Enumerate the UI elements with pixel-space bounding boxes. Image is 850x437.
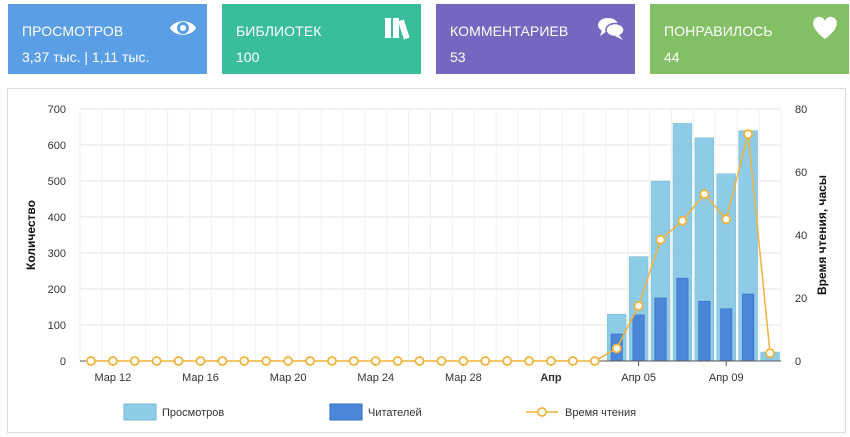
- readers-bar: [698, 300, 711, 362]
- readers-bar: [676, 277, 689, 362]
- reading-time-point: [458, 356, 469, 366]
- y-tick-label: 700: [48, 104, 66, 116]
- x-tick-label: Апр: [540, 372, 562, 384]
- reading-time-point: [305, 356, 315, 366]
- legend-reading-time-marker: [537, 407, 547, 417]
- reading-time-point: [633, 300, 644, 311]
- legend-views-swatch: [123, 403, 157, 421]
- x-tick-label: Апр 09: [709, 372, 744, 384]
- readers-bar: [654, 297, 667, 362]
- reading-time-point: [721, 214, 732, 225]
- y-tick-label: 0: [60, 356, 66, 368]
- likes-label: Понравилось: [664, 23, 773, 39]
- y-tick-label: 500: [48, 176, 66, 188]
- reading-time-point: [86, 356, 96, 366]
- y-tick-label: 600: [48, 140, 66, 152]
- reading-time-point: [611, 343, 622, 354]
- eye-icon: [170, 21, 196, 35]
- reading-time-point: [217, 356, 228, 366]
- legend-readers-swatch: [329, 403, 363, 421]
- x-tick-label: Мар 16: [182, 372, 219, 384]
- heart-icon: [813, 16, 837, 39]
- reading-time-point: [546, 356, 556, 366]
- reading-time-point: [370, 356, 381, 366]
- y-axis-label: Количество: [24, 200, 38, 270]
- likes-value: 44: [664, 49, 680, 65]
- libraries-label: Библиотек: [236, 23, 322, 39]
- reading-time-point: [699, 189, 710, 199]
- comments-label: Комментариев: [450, 23, 569, 39]
- x-tick-label: Мар 12: [94, 372, 131, 384]
- readers-bar: [720, 308, 733, 362]
- reading-time-point: [502, 356, 513, 366]
- reading-time-point: [283, 356, 294, 366]
- reading-time-point: [327, 356, 337, 366]
- y2-tick-label: 40: [795, 230, 807, 242]
- right-axis-ticks: 0 20 40 60 80: [795, 104, 807, 368]
- reading-time-point: [655, 234, 666, 245]
- y-tick-label: 300: [48, 248, 66, 260]
- reading-time-point: [348, 356, 359, 366]
- reading-time-point: [743, 129, 754, 140]
- reading-time-point: [129, 356, 140, 366]
- y2-tick-label: 20: [795, 293, 807, 305]
- libraries-value: 100: [236, 49, 260, 65]
- libraries-tile: Библиотек 100: [222, 4, 421, 74]
- readers-bar: [632, 314, 645, 362]
- reading-time-point: [261, 356, 272, 366]
- y-tick-label: 100: [48, 320, 66, 332]
- legend-reading-time-label: Время чтения: [565, 407, 636, 419]
- legend-views-label: Просмотров: [162, 407, 224, 419]
- x-tick-label: Апр 05: [621, 372, 656, 384]
- statistics-chart-panel: 0 100 200 300 400 500 600 700 0 20 40 60 80 Мар 12 М…: [7, 88, 846, 433]
- reading-time-point: [107, 356, 118, 366]
- chart-legend: Просмотров Читателей Время чтения: [123, 403, 636, 421]
- y2-tick-label: 80: [795, 104, 807, 116]
- reading-time-point: [480, 356, 491, 366]
- views-value: 3,37 тыс. | 1,11 тыс.: [22, 49, 150, 65]
- books-icon: [385, 18, 410, 40]
- reading-time-point: [589, 356, 600, 366]
- reading-time-point: [239, 356, 250, 366]
- y-tick-label: 400: [48, 212, 66, 224]
- reading-time-line: [86, 129, 775, 366]
- views-tile: Просмотров 3,37 тыс. | 1,11 тыс.: [8, 4, 207, 74]
- reading-time-point: [567, 356, 578, 366]
- reading-time-point: [151, 356, 162, 366]
- reading-time-point: [436, 356, 447, 366]
- reading-time-point: [765, 348, 775, 359]
- y2-tick-label: 0: [795, 356, 801, 368]
- x-tick-label: Мар 20: [270, 372, 307, 384]
- views-label: Просмотров: [22, 23, 124, 39]
- reading-time-point: [524, 356, 534, 366]
- reading-time-point: [173, 356, 184, 366]
- x-axis-ticks: Мар 12 Мар 16 Мар 20 Мар 24 Мар 28 Апр Апр 05 А…: [94, 361, 744, 384]
- reading-time-point: [677, 215, 688, 226]
- readers-bar: [742, 293, 755, 362]
- x-tick-label: Мар 28: [445, 372, 482, 384]
- reading-time-point: [392, 356, 403, 366]
- legend-readers-label: Читателей: [368, 407, 422, 419]
- y2-axis-label: Время чтения, часы: [815, 175, 829, 295]
- comments-tile: Комментариев 53: [436, 4, 635, 74]
- y-tick-label: 200: [48, 284, 66, 296]
- comments-icon: [598, 18, 625, 40]
- y2-tick-label: 60: [795, 167, 807, 179]
- reading-time-point: [195, 356, 206, 366]
- reading-time-point: [414, 356, 425, 366]
- likes-tile: Понравилось 44: [650, 4, 849, 74]
- left-axis-ticks: 0 100 200 300 400 500 600 700: [48, 104, 66, 368]
- comments-value: 53: [450, 49, 466, 65]
- x-tick-label: Мар 24: [357, 372, 394, 384]
